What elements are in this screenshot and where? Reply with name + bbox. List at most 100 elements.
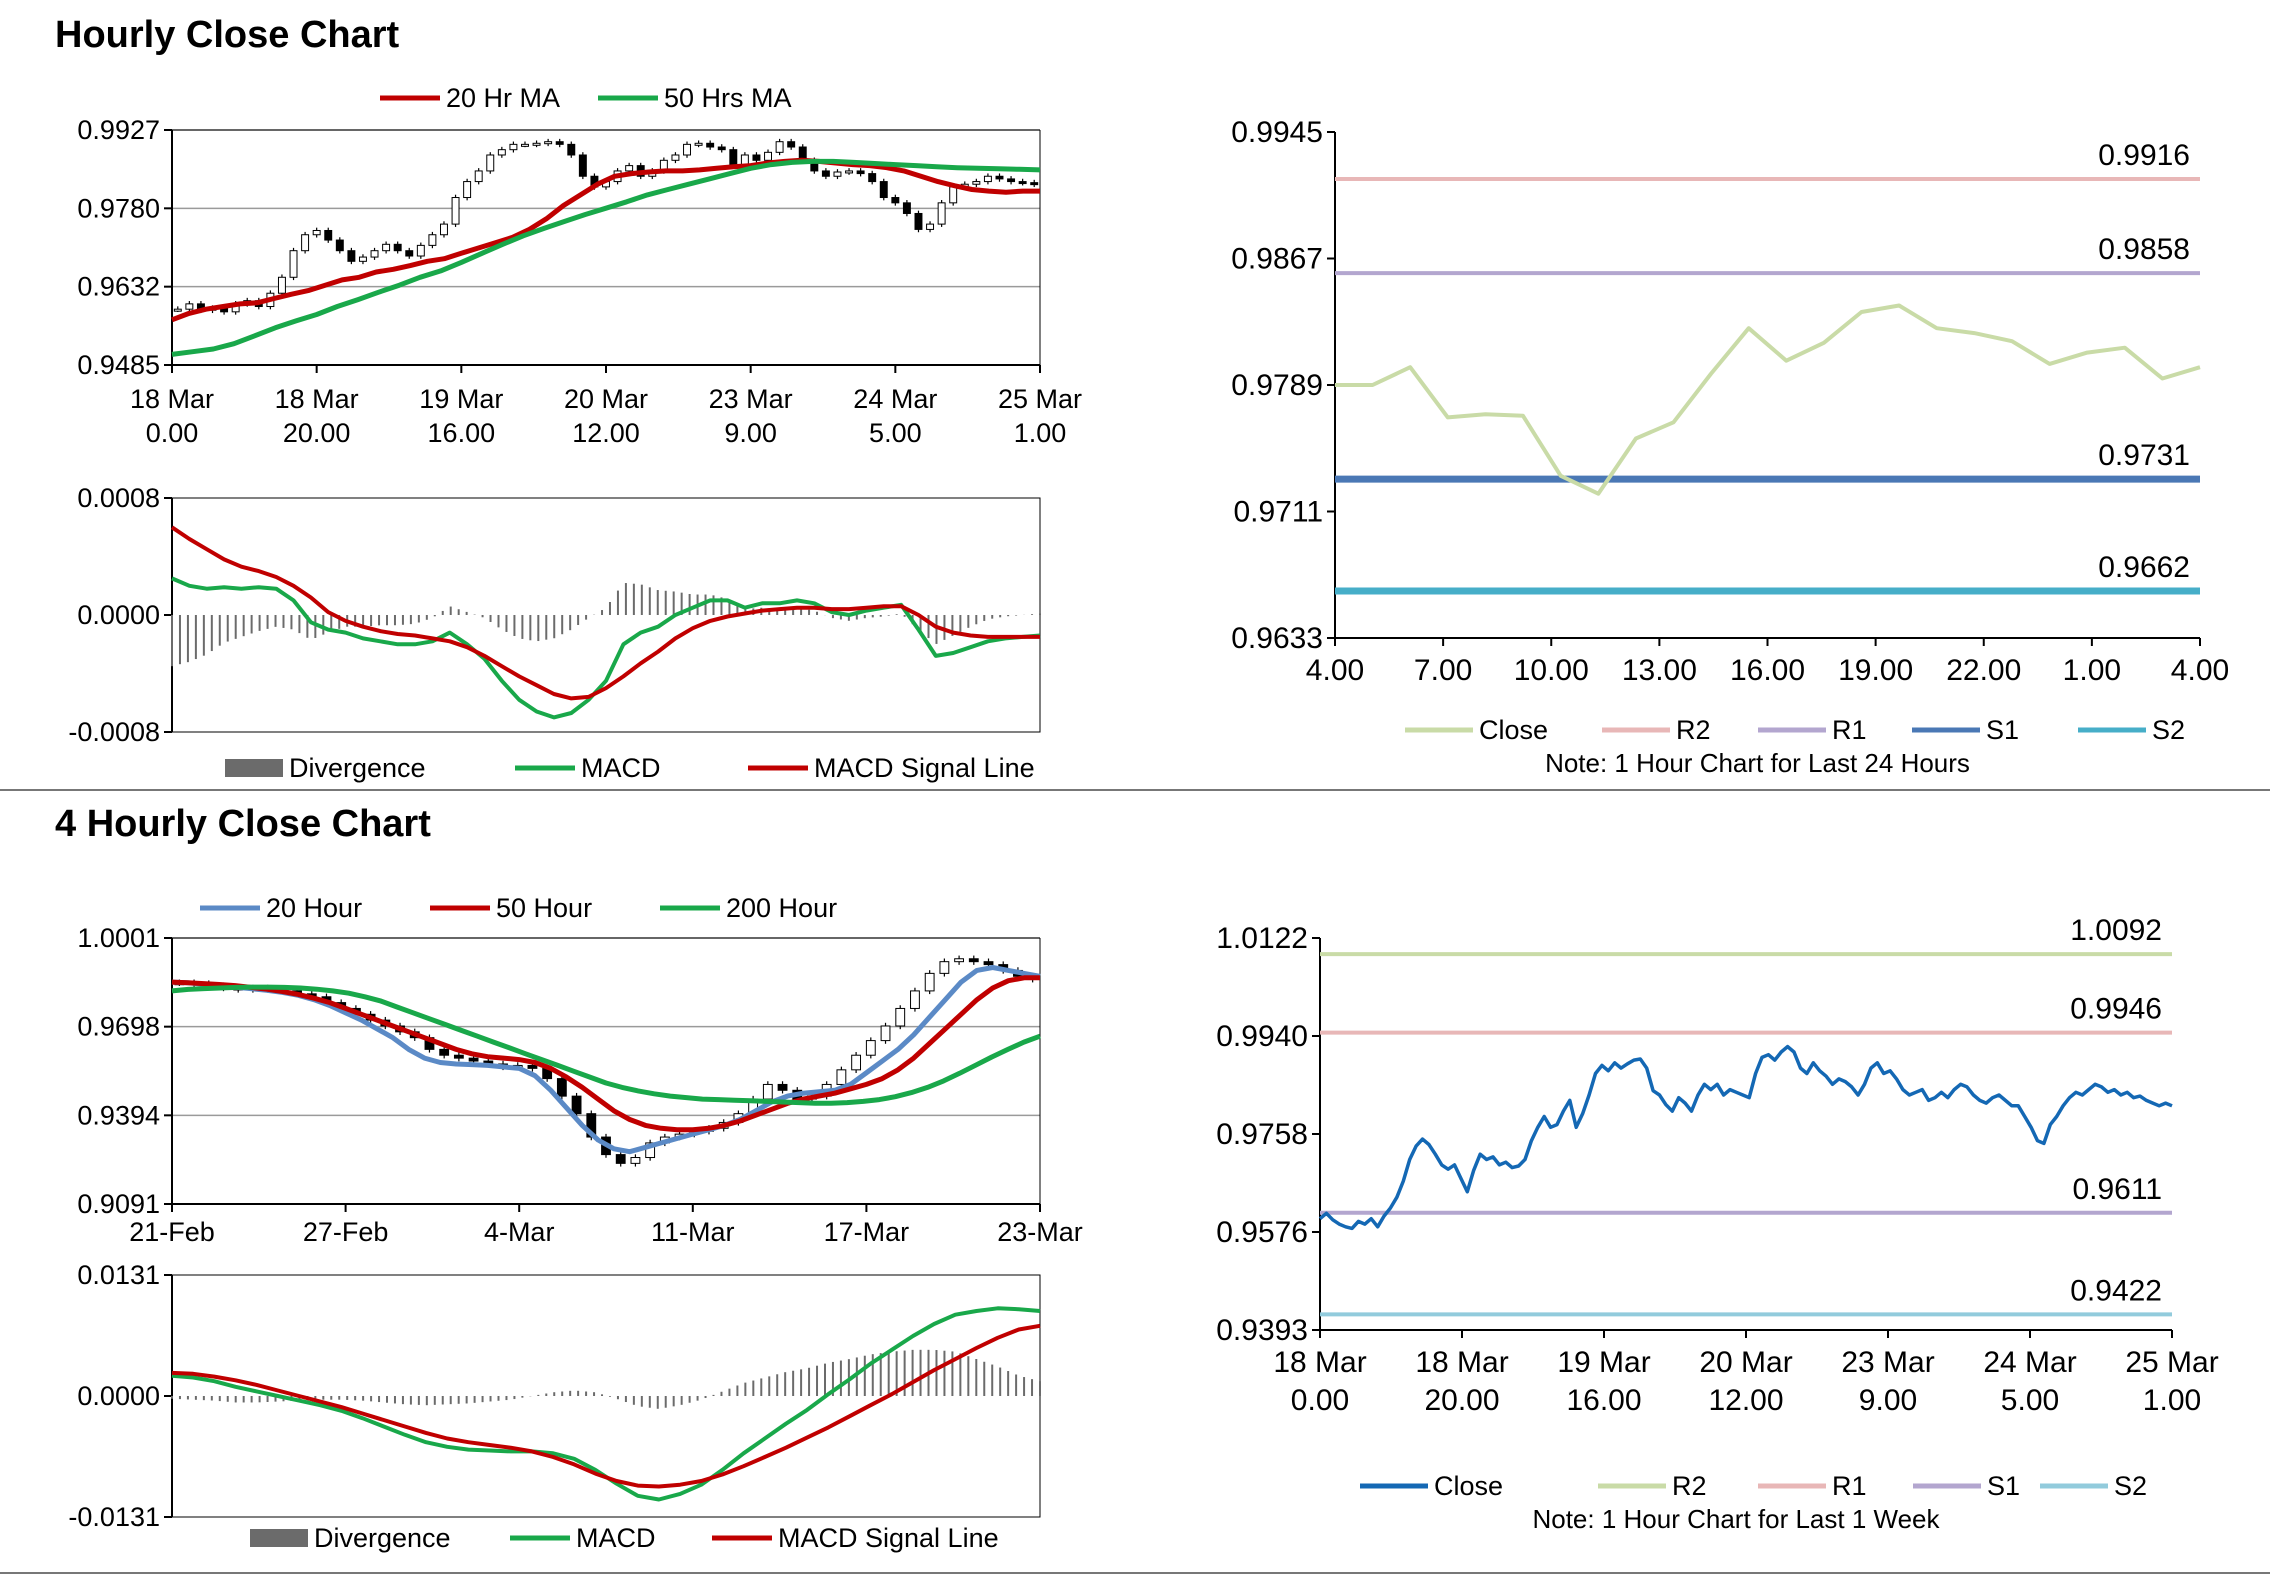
legend-20-hr-ma-label: 20 Hr MA: [446, 83, 560, 113]
candle-body: [1030, 182, 1039, 186]
candle-body: [556, 1078, 567, 1097]
y-tick-label: 0.9945: [1231, 116, 1323, 149]
candle-body: [453, 1054, 464, 1059]
candle-body: [949, 186, 958, 204]
level-label-r2: 0.9916: [2098, 139, 2190, 172]
y-tick-label: -0.0008: [68, 717, 160, 747]
candle-body: [752, 154, 761, 161]
candle-body: [787, 141, 796, 148]
x-tick-label: 11-Mar: [651, 1217, 735, 1247]
candle-body: [821, 170, 830, 177]
legend-s2-label: S2: [2152, 715, 2185, 745]
candle-body: [451, 197, 460, 225]
candle-body: [555, 141, 564, 145]
macd-line-macd-signal-line: [170, 525, 1040, 701]
candle-body: [762, 1083, 773, 1100]
legend-50-hour-label: 50 Hour: [496, 893, 592, 923]
legend-r2-label: R2: [1676, 715, 1711, 745]
candle-body: [358, 256, 367, 262]
x-tick-label: 20.00: [283, 418, 351, 448]
x-tick-label: 12.00: [572, 418, 640, 448]
x-tick-label: 19 Mar: [419, 384, 503, 414]
candle-body: [578, 154, 587, 177]
y-tick-label: 0.9576: [1216, 1216, 1308, 1249]
candle-body: [968, 958, 979, 963]
level-label-s1: 0.9611: [2072, 1173, 2162, 1206]
legend-200-hour-label: 200 Hour: [726, 893, 837, 923]
x-tick-label: 10.00: [1514, 654, 1589, 687]
candle-body: [645, 1142, 656, 1159]
candle-body: [777, 1083, 788, 1091]
legend-50-hrs-ma-label: 50 Hrs MA: [664, 83, 792, 113]
candle-body: [1007, 178, 1016, 183]
x-tick-label: 7.00: [1414, 654, 1472, 687]
x-tick-label: 1.00: [2063, 654, 2121, 687]
candle-body: [347, 250, 356, 262]
candle-body: [764, 151, 772, 161]
close-line: [1318, 1044, 2173, 1231]
ma-line-50-hrs-ma: [171, 158, 1041, 357]
candle-body: [486, 154, 495, 172]
level-label-r2: 1.0092: [2070, 914, 2162, 947]
candle-body: [856, 170, 865, 175]
candle-body: [924, 972, 935, 992]
y-tick-label: 1.0001: [77, 923, 160, 953]
candle-body: [717, 146, 726, 151]
x-tick-label: 5.00: [2001, 1384, 2059, 1417]
x-tick-label: 19.00: [1838, 654, 1913, 687]
y-tick-label: 1.0122: [1216, 922, 1308, 955]
section-divider-top: [0, 789, 2270, 791]
level-label-s2: 0.9662: [2098, 551, 2190, 584]
candle-body: [468, 1057, 479, 1062]
candle-body: [983, 961, 994, 966]
x-tick-label: 24 Mar: [853, 384, 937, 414]
x-tick-label: 20.00: [1424, 1384, 1499, 1417]
candle-body: [428, 234, 437, 246]
candle-body: [983, 175, 992, 183]
candle-body: [324, 229, 333, 241]
candle-body: [995, 175, 1004, 180]
candle-body: [833, 171, 842, 177]
y-tick-label: 0.9485: [77, 350, 160, 380]
candle-body: [301, 234, 310, 252]
candle-body: [891, 197, 900, 204]
candle-body: [625, 165, 634, 172]
legend-macd-signal-line-label: MACD Signal Line: [778, 1523, 999, 1553]
candle-body: [775, 141, 784, 153]
candle-body: [173, 308, 182, 312]
x-tick-label: 0.00: [146, 418, 199, 448]
candle-body: [527, 1064, 538, 1069]
x-tick-label: 9.00: [724, 418, 777, 448]
level-label-s2: 0.9422: [2070, 1274, 2162, 1307]
macd-line-macd: [171, 576, 1041, 720]
candle-body: [474, 170, 483, 183]
ma-line-50-hour: [171, 975, 1040, 1133]
legend-close-label: Close: [1434, 1471, 1503, 1501]
candle-body: [277, 276, 286, 294]
legend-s1-label: S1: [1986, 715, 2019, 745]
candle-body: [868, 173, 877, 183]
x-tick-label: 9.00: [1859, 1384, 1917, 1417]
section-divider-bottom: [0, 1572, 2270, 1574]
candle-body: [312, 229, 321, 236]
x-tick-label: 4-Mar: [484, 1217, 555, 1247]
x-tick-label: 27-Feb: [303, 1217, 389, 1247]
legend-macd-label: MACD: [581, 753, 661, 783]
candle-body: [567, 143, 576, 156]
ma-line-20-hr-ma: [171, 157, 1040, 323]
candle-body: [393, 243, 402, 252]
candle-body: [902, 202, 911, 214]
level-label-r1: 0.9946: [2070, 993, 2162, 1026]
legend-close-label: Close: [1479, 715, 1548, 745]
y-tick-label: 0.9758: [1216, 1118, 1308, 1151]
legend-s2-label: S2: [2114, 1471, 2147, 1501]
candle-body: [382, 243, 391, 252]
y-tick-label: 0.9711: [1233, 496, 1323, 529]
candle-body: [939, 961, 950, 974]
level-label-s1: 0.9731: [2098, 439, 2190, 472]
x-tick-label: 1.00: [1014, 418, 1067, 448]
x-tick-label: 18 Mar: [1273, 1346, 1366, 1379]
candle-body: [615, 1154, 626, 1164]
y-tick-label: 0.9393: [1216, 1314, 1308, 1347]
